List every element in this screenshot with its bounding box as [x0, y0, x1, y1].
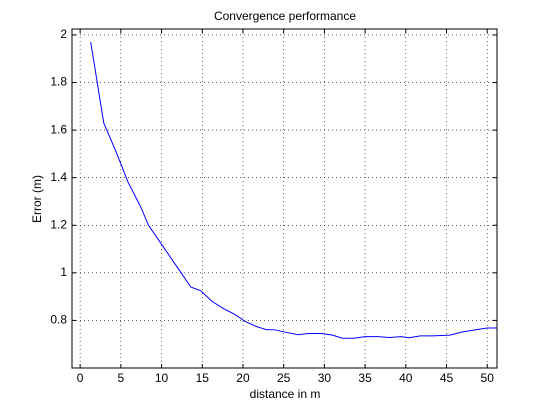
- y-axis-label: Error (m): [30, 175, 44, 223]
- y-tick-label: 1.8: [50, 75, 67, 89]
- x-tick-label: 5: [118, 371, 125, 385]
- y-tick-label: 2: [60, 27, 67, 41]
- plot-frame: [71, 28, 498, 369]
- y-tick-label: 1: [60, 265, 67, 279]
- x-tick-label: 20: [236, 371, 250, 385]
- x-tick-label: 30: [318, 371, 332, 385]
- y-tick-label: 0.8: [50, 313, 67, 327]
- x-tick-label: 15: [196, 371, 210, 385]
- y-tick-label: 1.4: [50, 170, 67, 184]
- x-tick-label: 35: [358, 371, 372, 385]
- y-tick-label: 1.6: [50, 122, 67, 136]
- x-tick-label: 45: [440, 371, 454, 385]
- x-tick-label: 10: [155, 371, 169, 385]
- x-tick-label: 25: [277, 371, 291, 385]
- x-axis-label: distance in m: [250, 387, 321, 401]
- x-tick-label: 50: [481, 371, 495, 385]
- x-tick-label: 40: [399, 371, 413, 385]
- x-tick-label: 0: [77, 371, 84, 385]
- chart-title: Convergence performance: [214, 9, 356, 23]
- y-tick-label: 1.2: [50, 217, 67, 231]
- data-line: [90, 42, 497, 339]
